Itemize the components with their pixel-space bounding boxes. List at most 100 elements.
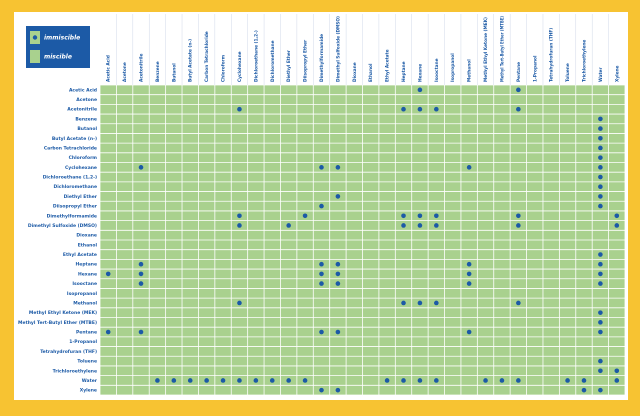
immiscible-dot <box>434 223 439 228</box>
row-label: Pentane <box>76 330 97 336</box>
column-header: Pentane <box>516 62 522 82</box>
row-label: Diethyl Ether <box>64 194 98 200</box>
row-label: Ethanol <box>78 242 98 248</box>
immiscible-dot <box>401 213 406 219</box>
immiscible-dot <box>598 271 603 277</box>
immiscible-dot <box>319 329 324 335</box>
immiscible-dot <box>614 368 620 374</box>
column-header: Cyclohexane <box>237 51 243 82</box>
column-header: Tetrahydrofuran (THF) <box>549 28 555 82</box>
row-label: Cyclohexane <box>65 165 97 171</box>
row-label: Methyl Ethyl Ketone (MEK) <box>29 310 97 316</box>
immiscible-dot <box>598 165 603 170</box>
immiscible-dot <box>483 378 488 383</box>
row-label: Methyl Tert-Butyl Ether (MTBE) <box>18 320 97 326</box>
immiscible-dot <box>138 329 144 335</box>
immiscible-dot <box>598 155 603 160</box>
row-label: Ethyl Acetate <box>63 252 97 258</box>
immiscible-dot <box>598 126 603 131</box>
row-label: Isooctane <box>72 281 97 287</box>
column-header: 1-Propanol <box>532 55 538 82</box>
immiscible-dot <box>466 261 472 267</box>
column-header: Benzene <box>155 61 161 82</box>
row-label: Dimethyl Sulfoxide (DMSO) <box>28 223 97 229</box>
column-header: Dichloromethane <box>270 40 276 82</box>
row-label: Dioxane <box>76 233 97 239</box>
immiscible-dot <box>598 261 603 267</box>
immiscible-dot <box>417 106 423 112</box>
immiscible-dot <box>384 378 390 383</box>
immiscible-dot <box>138 281 144 286</box>
legend-label: miscible <box>44 54 72 61</box>
immiscible-dot <box>598 203 603 209</box>
column-header: Methyl Ethyl Ketone (MEK) <box>483 17 489 82</box>
immiscible-dot <box>253 378 259 383</box>
immiscible-dot <box>237 106 242 112</box>
row-label: Acetone <box>76 97 97 103</box>
immiscible-dot <box>286 378 291 383</box>
column-header: Carbon Tetrachloride <box>204 31 210 82</box>
row-label: Benzene <box>75 116 97 122</box>
row-label: Tetrahydrofuran (THF) <box>40 349 97 355</box>
immiscible-dot <box>138 261 144 267</box>
immiscible-dot <box>598 329 603 335</box>
row-label: Carbon Tetrachloride <box>44 145 97 151</box>
immiscible-dot <box>516 300 521 306</box>
immiscible-dot <box>598 358 603 364</box>
immiscible-dot <box>417 213 423 219</box>
immiscible-dot <box>434 213 439 219</box>
immiscible-dot <box>417 300 423 306</box>
immiscible-dot <box>237 213 242 219</box>
immiscible-dot <box>598 320 603 325</box>
immiscible-dot <box>302 378 308 383</box>
immiscible-dot <box>319 165 324 170</box>
immiscible-dot <box>138 271 144 277</box>
column-header: Dioxane <box>352 62 358 82</box>
legend-dot <box>32 35 38 40</box>
immiscible-dot <box>598 281 603 286</box>
column-header: Acetone <box>122 62 128 82</box>
immiscible-dot <box>138 165 144 170</box>
row-label: Dichloromethane <box>54 184 97 190</box>
column-header: Ethyl Acetate <box>385 49 391 82</box>
immiscible-dot <box>516 106 521 112</box>
row-label: Diisopropyl Ether <box>53 204 98 210</box>
immiscible-dot <box>614 223 620 228</box>
immiscible-dot <box>302 213 308 219</box>
column-header: Isopropanol <box>450 53 456 82</box>
immiscible-dot <box>286 223 291 228</box>
column-header: Toluene <box>565 63 571 82</box>
column-header: Acetonitrile <box>139 54 145 82</box>
immiscible-dot <box>187 378 193 383</box>
column-header: Dimethylformamide <box>319 34 325 82</box>
immiscible-dot <box>319 281 324 286</box>
immiscible-dot <box>614 213 620 219</box>
row-label: Toluene <box>77 359 97 365</box>
column-header: Methanol <box>467 59 473 82</box>
row-label: Methanol <box>73 300 97 306</box>
row-label: Butyl Acetate (n-) <box>52 136 97 142</box>
column-header: Ethanol <box>368 63 374 82</box>
immiscible-dot <box>434 378 439 383</box>
immiscible-dot <box>237 378 242 383</box>
immiscible-dot <box>499 378 505 383</box>
immiscible-dot <box>335 261 341 267</box>
row-label: Chloroform <box>69 155 98 161</box>
immiscible-dot <box>598 145 603 151</box>
column-header: Isooctane <box>434 58 440 82</box>
row-label: Isopropanol <box>67 291 98 297</box>
immiscible-dot <box>237 300 242 306</box>
column-header: Water <box>598 67 604 82</box>
immiscible-dot <box>401 300 406 306</box>
column-header: Xylene <box>614 65 620 82</box>
immiscible-dot <box>204 378 209 383</box>
immiscible-dot <box>335 194 341 199</box>
immiscible-dot <box>598 194 603 199</box>
column-header: Butanol <box>171 63 177 82</box>
immiscible-dot <box>614 378 620 383</box>
column-header: Butyl Acetate (n-) <box>188 39 194 82</box>
immiscible-dot <box>598 184 603 190</box>
immiscible-dot <box>466 271 472 277</box>
immiscible-dot <box>319 271 324 277</box>
